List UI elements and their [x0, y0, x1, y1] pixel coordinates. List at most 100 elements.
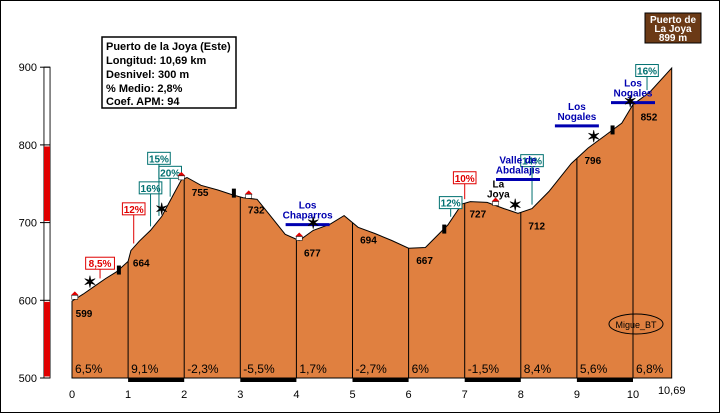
house-body — [245, 194, 252, 199]
house-icon — [70, 291, 79, 300]
place-label-text: Abdalajís — [496, 166, 541, 177]
y-axis: 500 600 700 800 900 — [19, 62, 51, 385]
km-bar — [128, 378, 185, 382]
elevation-label: 677 — [304, 248, 321, 259]
house-body — [71, 295, 79, 300]
y-tick-label: 600 — [19, 295, 37, 307]
x-tick-label: 3 — [237, 389, 243, 401]
house-body — [178, 175, 185, 181]
summit-star-icon: ✶ — [307, 215, 320, 232]
max-gradient-marker: 12% — [121, 202, 146, 244]
segment-gradients: 6,5% 9,1% -2,3% -5,5% 1,7% -2,7% 6% -1,5% 8,4% 5,… — [75, 362, 664, 376]
junction-bar-icon — [442, 224, 447, 234]
place-label-text: Nogales — [614, 89, 653, 100]
x-tick-label: 8 — [518, 389, 524, 401]
x-tick-label: 2 — [181, 389, 187, 401]
place-label-text: Joya — [487, 190, 510, 201]
x-axis: 0 1 2 3 4 5 6 7 8 9 10 10,69 — [69, 385, 686, 401]
y-tick-label: 500 — [19, 373, 37, 385]
segment-gradient-label: 6% — [412, 362, 430, 376]
info-elevation-gain: Desnivel: 300 m — [106, 69, 189, 81]
bottom-km-bars — [128, 378, 633, 382]
max-gradient-label: 15% — [149, 154, 169, 165]
info-title: Puerto de la Joya (Este) — [106, 41, 231, 53]
summit-star-icon: ✶ — [508, 197, 521, 214]
y-tick-label: 700 — [19, 218, 37, 230]
junction-bar-icon — [116, 265, 121, 275]
max-gradient-marker: 10% — [452, 171, 477, 200]
elevation-label: 852 — [641, 112, 658, 123]
elevation-label: 667 — [416, 256, 433, 267]
segment-gradient-label: -2,3% — [187, 362, 219, 376]
place-label-text: Valle de — [499, 156, 537, 167]
info-box: Puerto de la Joya (Este) Longitud: 10,69… — [101, 36, 237, 109]
elevation-label: 732 — [248, 206, 265, 217]
x-tick-label: 1 — [125, 389, 131, 401]
elevation-label: 599 — [76, 309, 93, 320]
max-gradient-marker: 14% — [520, 154, 544, 205]
elevation-label: 664 — [133, 259, 150, 270]
x-end-label: 10,69 — [658, 385, 686, 397]
km-bar — [240, 378, 297, 382]
elevation-labels: 599 664 755 732 677 694 667 727 712 796 852 — [76, 112, 658, 320]
segment-gradient-label: 9,1% — [131, 362, 159, 376]
max-gradient-marker: 12% — [438, 196, 463, 217]
place-label-text: Chaparros — [283, 211, 333, 222]
house-roof — [244, 190, 253, 195]
km-bar — [464, 378, 521, 382]
km-bar — [352, 378, 409, 382]
info-length: Longitud: 10,69 km — [106, 55, 206, 67]
house-roof — [491, 197, 500, 202]
place-label-text: La — [493, 180, 505, 191]
elevation-label: 694 — [360, 235, 377, 246]
elevation-label: 712 — [528, 221, 545, 232]
summit-star-icon: ✶ — [623, 94, 636, 111]
max-gradient-label: 20% — [160, 168, 180, 179]
x-tick-label: 5 — [349, 389, 355, 401]
segment-gradient-label: 8,4% — [524, 362, 552, 376]
elevation-label: 796 — [585, 156, 602, 167]
house-roof — [295, 232, 304, 237]
elevation-label: 727 — [470, 210, 487, 221]
junction-bar-icon — [610, 125, 615, 135]
house-roof — [177, 171, 186, 176]
profile-icons: ✶ ✶ ✶ ✶ ✶ ✶ — [70, 94, 637, 300]
summit-box: Puerto de La Joya 899 m — [644, 12, 702, 44]
summit-altitude: 899 m — [659, 33, 687, 44]
summit-star-icon: ✶ — [155, 201, 168, 218]
house-icon — [491, 197, 500, 206]
x-tick-label: 9 — [574, 389, 580, 401]
max-gradient-label: 10% — [455, 174, 475, 185]
house-icon — [244, 190, 253, 199]
km-bar — [576, 378, 633, 382]
y-tick-label: 900 — [19, 62, 37, 74]
max-gradient-marker: 16% — [635, 64, 659, 91]
x-tick-label: 10 — [627, 389, 639, 401]
max-gradient-label: 12% — [124, 205, 144, 216]
max-gradient-label: 14% — [522, 157, 542, 168]
junction-bar-icon — [231, 188, 236, 198]
profile-area — [71, 66, 673, 379]
y-axis-red-segment — [44, 146, 50, 222]
place-label-text: Nogales — [557, 112, 596, 123]
info-average-grade: % Medio: 2,8% — [106, 83, 183, 95]
max-gradient-label: 16% — [637, 67, 657, 78]
house-roof — [70, 291, 79, 296]
place-label-text: Los — [299, 201, 317, 212]
elevation-label: 755 — [192, 188, 209, 199]
house-body — [295, 236, 303, 241]
y-axis-red-segment — [44, 301, 50, 377]
y-tick-label: 800 — [19, 140, 37, 152]
x-tick-label: 6 — [406, 389, 412, 401]
segment-gradient-label: 5,6% — [580, 362, 608, 376]
house-icon — [295, 232, 304, 241]
summit-name-line1: Puerto de — [650, 15, 697, 26]
max-gradient-label: 8,5% — [89, 259, 112, 270]
x-tick-label: 7 — [462, 389, 468, 401]
